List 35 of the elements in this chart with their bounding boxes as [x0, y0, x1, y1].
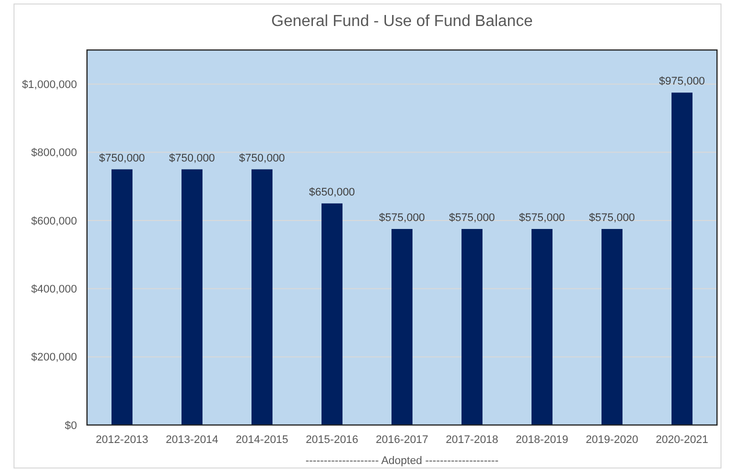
x-tick-label: 2018-2019 — [516, 434, 568, 446]
data-label: $650,000 — [309, 186, 355, 198]
bar — [532, 228, 552, 425]
y-tick-label: $200,000 — [31, 352, 77, 364]
x-tick-label: 2020-2021 — [656, 434, 708, 446]
bar — [252, 169, 272, 425]
y-tick-label: $0 — [64, 420, 77, 432]
x-tick-label: 2016-2017 — [376, 434, 428, 446]
y-tick-label: $400,000 — [31, 283, 77, 296]
x-tick-label: 2019-2020 — [586, 434, 638, 446]
bar — [182, 169, 202, 425]
x-tick-label: 2015-2016 — [306, 434, 358, 446]
y-tick-label: $1,000,000 — [22, 78, 77, 91]
data-label: $750,000 — [169, 152, 215, 164]
data-label: $575,000 — [589, 212, 635, 224]
x-tick-label: 2014-2015 — [236, 434, 288, 446]
data-label: $575,000 — [519, 212, 565, 224]
bar — [392, 228, 412, 425]
data-label: $750,000 — [99, 152, 145, 164]
data-label: $975,000 — [659, 76, 705, 88]
y-tick-label: $800,000 — [31, 147, 77, 160]
data-label: $575,000 — [379, 212, 425, 224]
data-label: $575,000 — [449, 212, 495, 224]
bar — [672, 92, 692, 425]
bar — [112, 169, 132, 425]
x-tick-label: 2013-2014 — [166, 434, 218, 446]
bar — [322, 203, 342, 425]
chart-title: General Fund - Use of Fund Balance — [271, 13, 533, 30]
y-tick-label: $600,000 — [31, 215, 77, 228]
data-label: $750,000 — [239, 152, 285, 164]
bar — [462, 228, 482, 425]
x-tick-label: 2017-2018 — [446, 434, 498, 446]
bar — [602, 228, 622, 425]
x-axis-title: -------------------- Adopted -------------------- — [305, 455, 499, 467]
x-tick-label: 2012-2013 — [96, 434, 148, 446]
